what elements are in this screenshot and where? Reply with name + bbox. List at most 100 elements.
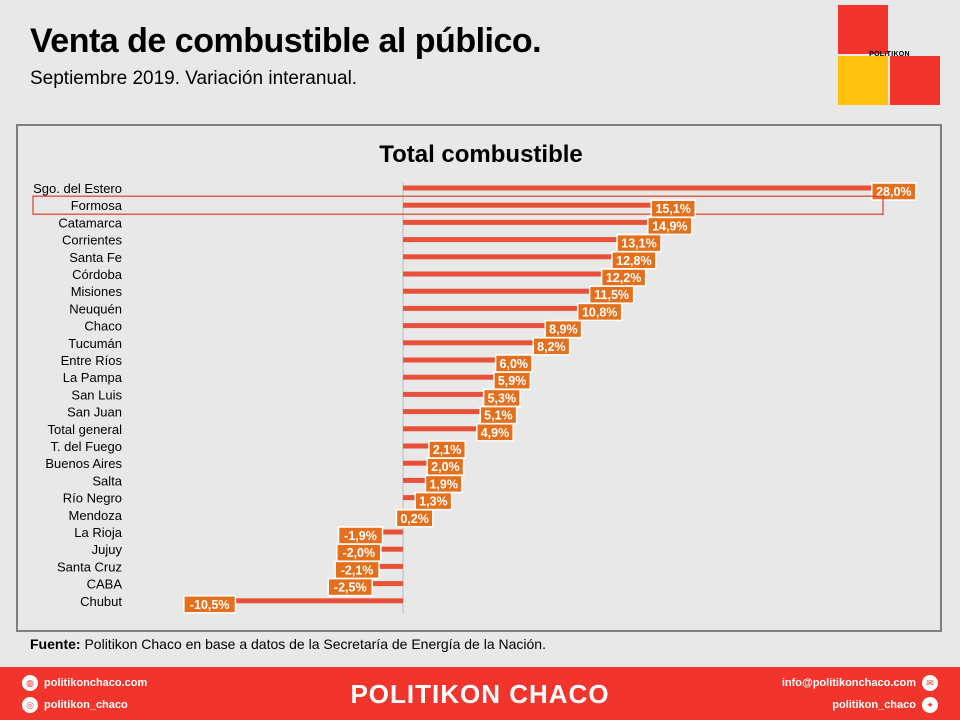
source-note: Fuente: Politikon Chaco en base a datos … xyxy=(30,636,546,652)
highlight-outline xyxy=(32,195,884,215)
data-label: 8,2% xyxy=(537,340,566,354)
data-label: -2,5% xyxy=(334,581,367,595)
page-title: Venta de combustible al público. xyxy=(30,22,542,60)
source-text: Politikon Chaco en base a datos de la Se… xyxy=(84,636,546,652)
bar xyxy=(223,598,403,604)
data-label: 15,1% xyxy=(655,202,690,216)
category-label: Neuquén xyxy=(69,301,122,316)
category-label: CABA xyxy=(87,577,123,592)
data-label: 6,0% xyxy=(500,357,529,371)
bar xyxy=(403,460,438,466)
logo-square-red xyxy=(838,5,888,54)
data-label: 28,0% xyxy=(876,185,911,199)
bar xyxy=(360,581,403,587)
bar xyxy=(403,254,622,260)
category-label: Chubut xyxy=(80,594,122,609)
data-label: 11,5% xyxy=(594,288,629,302)
category-label: Entre Ríos xyxy=(61,353,123,368)
category-label: Río Negro xyxy=(63,491,122,506)
data-label: 1,3% xyxy=(419,495,448,509)
instagram-icon: ◎ xyxy=(22,697,38,713)
bar xyxy=(403,305,588,311)
footer-twitter[interactable]: politikon_chaco ✦ xyxy=(832,697,938,713)
category-label: La Rioja xyxy=(74,525,122,540)
footer-brand: POLITIKON CHACO xyxy=(350,679,610,709)
bar xyxy=(403,288,600,294)
category-label: Sgo. del Estero xyxy=(33,181,122,196)
bar xyxy=(403,391,494,397)
footer-email[interactable]: info@politikonchaco.com ✉ xyxy=(782,675,938,691)
page-subtitle: Septiembre 2019. Variación interanual. xyxy=(30,68,358,89)
bar xyxy=(403,357,506,363)
data-label: -10,5% xyxy=(190,598,230,612)
footer-website[interactable]: ◍ politikonchaco.com xyxy=(22,675,147,691)
politikon-logo: POLITIKON xyxy=(838,5,941,106)
category-label: San Juan xyxy=(67,405,122,420)
category-label: Total general xyxy=(48,422,123,437)
category-label: Mendoza xyxy=(69,508,123,523)
data-label: 2,0% xyxy=(431,460,460,474)
logo-square-yellow xyxy=(838,56,888,105)
bar xyxy=(403,443,439,449)
category-label: San Luis xyxy=(71,387,122,402)
data-label-box xyxy=(327,577,373,597)
bar xyxy=(368,546,403,552)
category-label: Santa Cruz xyxy=(57,559,122,574)
category-label: Buenos Aires xyxy=(45,456,122,471)
bar xyxy=(403,495,426,501)
bar xyxy=(403,185,882,191)
bar xyxy=(370,529,403,535)
data-label: 13,1% xyxy=(621,237,656,251)
logo-text: POLITIKON xyxy=(869,51,910,58)
bar xyxy=(403,237,628,243)
twitter-icon: ✦ xyxy=(922,697,938,713)
data-label: -1,9% xyxy=(344,529,377,543)
data-label: 5,3% xyxy=(488,391,517,405)
footer-email-text: info@politikonchaco.com xyxy=(781,677,916,689)
mail-icon: ✉ xyxy=(922,675,938,691)
footer-website-text: politikonchaco.com xyxy=(44,677,148,689)
logo-square-red-2 xyxy=(890,56,940,105)
data-label: 5,1% xyxy=(484,409,513,423)
data-label-box xyxy=(532,337,571,356)
logo-square-empty xyxy=(890,5,940,54)
data-label: 0,2% xyxy=(400,512,429,526)
data-label-box xyxy=(576,302,623,322)
category-label: Tucumán xyxy=(68,336,122,351)
category-label: Catamarca xyxy=(58,215,122,230)
data-label-box xyxy=(395,509,434,528)
bar xyxy=(403,374,504,380)
data-label-box xyxy=(183,595,237,614)
data-label: 5,9% xyxy=(498,374,527,388)
data-label: 12,8% xyxy=(616,254,651,268)
chart-title: Total combustible xyxy=(379,141,583,168)
footer-twitter-text: politikon_chaco xyxy=(832,699,916,711)
category-label: Santa Fe xyxy=(69,250,122,265)
data-label: 14,9% xyxy=(652,219,687,233)
data-label: 10,8% xyxy=(582,305,617,319)
bar xyxy=(403,340,544,346)
bar xyxy=(403,409,491,415)
category-label: La Pampa xyxy=(63,370,123,385)
category-label: Formosa xyxy=(71,198,123,213)
category-label: Misiones xyxy=(71,284,123,299)
category-label: Córdoba xyxy=(72,267,123,282)
category-label: Chaco xyxy=(84,319,122,334)
category-label: Salta xyxy=(92,473,122,488)
chart-panel: Total combustible Sgo. del Estero 28,0% Fo… xyxy=(16,124,942,632)
data-label: -2,0% xyxy=(342,546,375,560)
footer-instagram[interactable]: ◎ politikon_chaco xyxy=(22,697,128,713)
bar xyxy=(367,563,403,569)
bar xyxy=(403,323,556,329)
data-label: 12,2% xyxy=(606,271,641,285)
bar xyxy=(403,426,487,432)
data-label: 1,9% xyxy=(429,477,458,491)
bar xyxy=(403,271,612,277)
footer-bar: ◍ politikonchaco.com ◎ politikon_chaco P… xyxy=(0,667,960,720)
source-label: Fuente: xyxy=(30,636,81,652)
data-label: 8,9% xyxy=(549,323,578,337)
data-label-box xyxy=(476,423,514,442)
category-label: Jujuy xyxy=(92,542,123,557)
bar-chart: Total combustible Sgo. del Estero 28,0% Fo… xyxy=(32,141,917,614)
bar xyxy=(403,219,658,225)
